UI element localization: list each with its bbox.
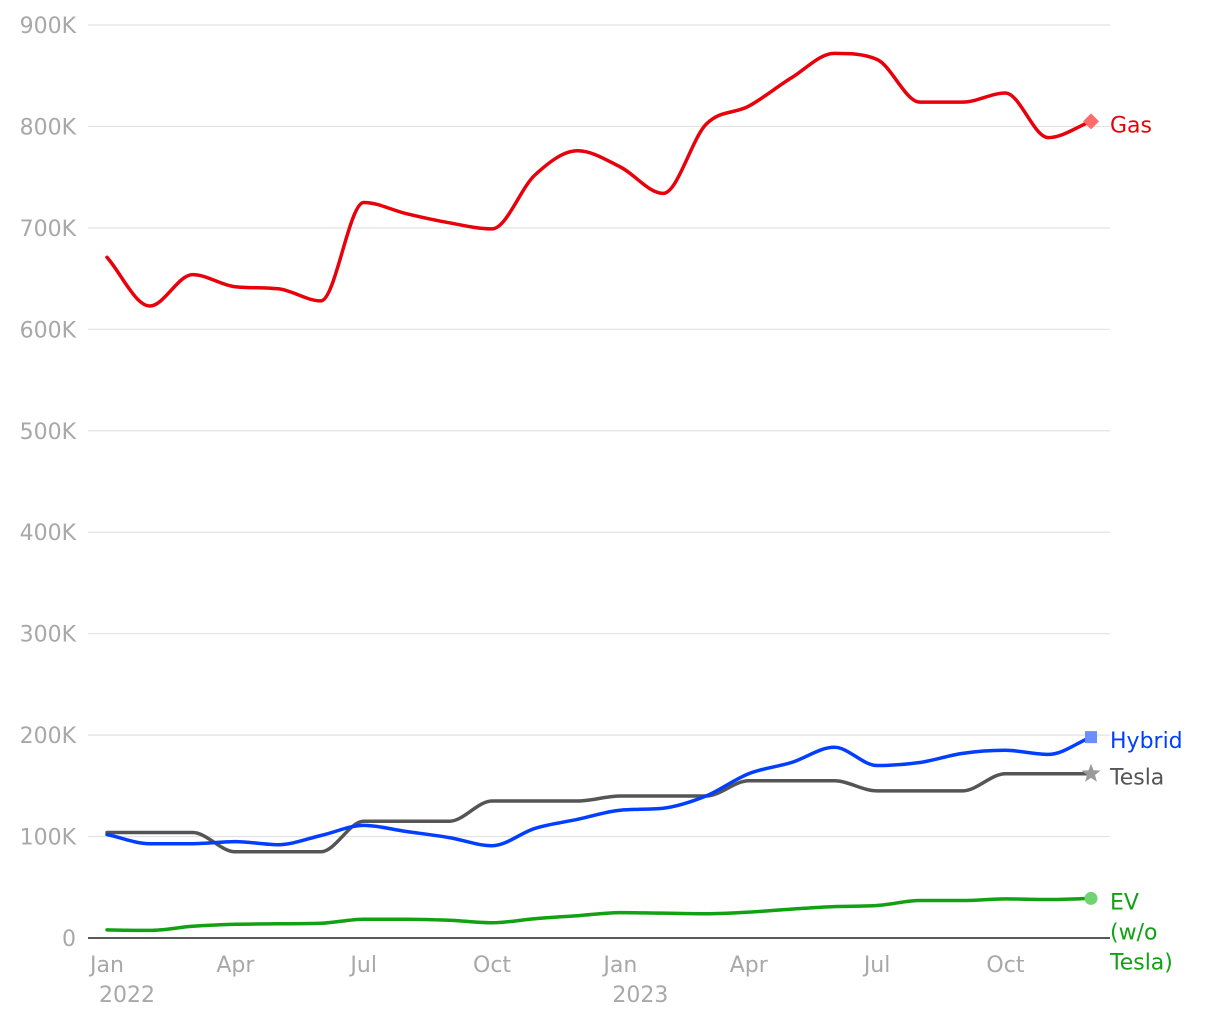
x-tick-year-label: 2022 bbox=[99, 983, 155, 1008]
y-tick-label: 600K bbox=[20, 318, 77, 343]
x-tick-label: Oct bbox=[473, 953, 511, 978]
series-line-ev-w-o-tesla bbox=[105, 896, 1093, 933]
end-marker-hybrid bbox=[1085, 731, 1097, 744]
y-tick-label: 900K bbox=[20, 14, 77, 39]
series-line-hybrid bbox=[105, 735, 1093, 848]
y-tick-label: 800K bbox=[20, 115, 77, 140]
series-line-gas bbox=[105, 51, 1093, 308]
x-tick-label: Jul bbox=[348, 953, 377, 978]
series-lines bbox=[105, 51, 1093, 933]
series-line-tesla bbox=[105, 771, 1093, 854]
series-label-tesla: Tesla bbox=[1109, 766, 1164, 791]
x-tick-label: Apr bbox=[216, 953, 255, 978]
series-label-gas: Gas bbox=[1110, 113, 1152, 138]
gridlines bbox=[88, 24, 1110, 838]
y-tick-label: 300K bbox=[20, 623, 77, 648]
series-labels: Gas Hybrid Tesla EV (w/o Tesla) bbox=[1109, 113, 1183, 975]
end-marker-ev-w-o-tesla bbox=[1084, 891, 1098, 905]
x-tick-label: Apr bbox=[730, 953, 769, 978]
end-marker-tesla bbox=[1081, 763, 1101, 782]
series-label-ev-w-o-tesla: (w/o bbox=[1110, 920, 1157, 945]
series-end-markers bbox=[1081, 113, 1101, 905]
x-tick-label: Jul bbox=[862, 953, 891, 978]
end-marker-gas bbox=[1083, 113, 1099, 130]
x-tick-year-label: 2023 bbox=[612, 983, 668, 1008]
y-tick-label: 100K bbox=[20, 826, 77, 851]
series-label-ev-w-o-tesla: Tesla) bbox=[1109, 950, 1173, 975]
series-label-hybrid: Hybrid bbox=[1110, 729, 1183, 754]
x-tick-label: Jan bbox=[88, 953, 124, 978]
x-axis-ticks: Jan 2022 Apr Jul Oct Jan 2023 Apr Jul Oct bbox=[88, 953, 1025, 1008]
x-tick-label: Jan bbox=[601, 953, 637, 978]
y-tick-label: 400K bbox=[20, 521, 77, 546]
x-tick-label: Oct bbox=[986, 953, 1024, 978]
y-tick-label: 200K bbox=[20, 724, 77, 749]
y-tick-label: 0 bbox=[62, 927, 76, 952]
y-axis-ticks: 0 100K 200K 300K 400K 500K 600K 700K 800K 900K bbox=[20, 14, 77, 952]
series-label-ev-w-o-tesla: EV bbox=[1110, 890, 1139, 915]
y-tick-label: 700K bbox=[20, 217, 77, 242]
y-tick-label: 500K bbox=[20, 420, 77, 445]
